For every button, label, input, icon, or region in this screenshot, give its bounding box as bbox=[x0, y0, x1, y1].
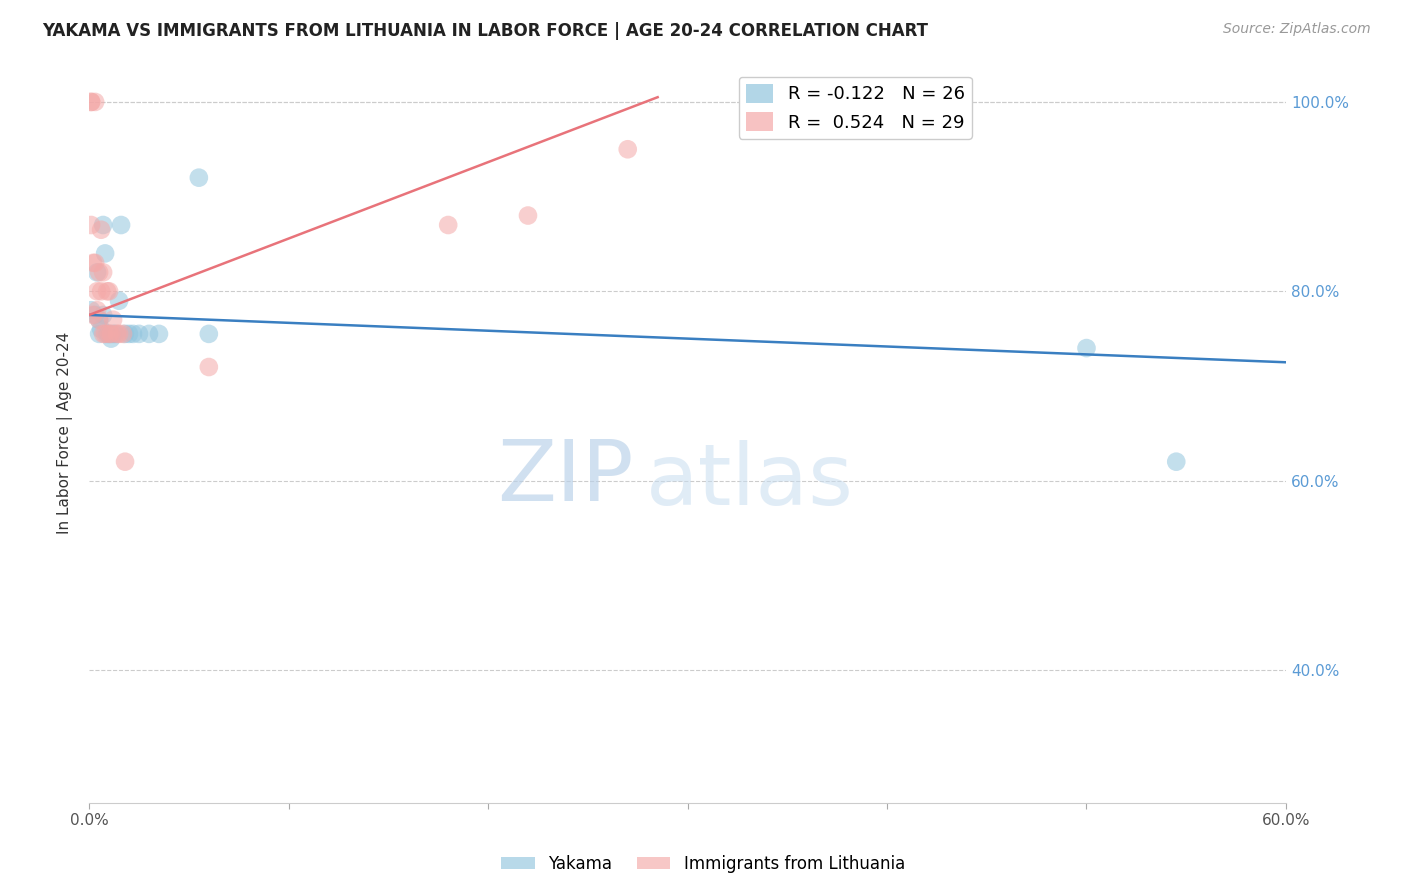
Point bbox=[101, 326, 124, 341]
Point bbox=[104, 326, 127, 341]
Point bbox=[101, 312, 124, 326]
Point bbox=[84, 308, 107, 322]
Point bbox=[84, 95, 107, 109]
Point bbox=[86, 285, 108, 299]
Point bbox=[138, 326, 160, 341]
Point bbox=[105, 326, 128, 341]
Point bbox=[108, 326, 131, 341]
Point bbox=[98, 326, 121, 341]
Text: Source: ZipAtlas.com: Source: ZipAtlas.com bbox=[1223, 22, 1371, 37]
Point bbox=[112, 326, 135, 341]
Point bbox=[90, 223, 112, 237]
Point bbox=[198, 326, 221, 341]
Point bbox=[91, 265, 114, 279]
Point bbox=[90, 322, 112, 336]
Point bbox=[82, 308, 104, 322]
Point bbox=[89, 312, 111, 326]
Point bbox=[108, 293, 131, 308]
Point bbox=[91, 218, 114, 232]
Point bbox=[437, 218, 460, 232]
Point bbox=[616, 142, 638, 156]
Text: YAKAMA VS IMMIGRANTS FROM LITHUANIA IN LABOR FORCE | AGE 20-24 CORRELATION CHART: YAKAMA VS IMMIGRANTS FROM LITHUANIA IN L… bbox=[42, 22, 928, 40]
Point bbox=[110, 218, 132, 232]
Text: atlas: atlas bbox=[645, 440, 853, 523]
Point bbox=[148, 326, 170, 341]
Point bbox=[91, 308, 114, 322]
Point bbox=[114, 326, 136, 341]
Point bbox=[80, 218, 103, 232]
Point bbox=[1076, 341, 1098, 355]
Point bbox=[94, 246, 117, 260]
Point bbox=[86, 303, 108, 318]
Point bbox=[86, 265, 108, 279]
Y-axis label: In Labor Force | Age 20-24: In Labor Force | Age 20-24 bbox=[58, 332, 73, 534]
Point bbox=[198, 359, 221, 374]
Point bbox=[80, 95, 103, 109]
Point bbox=[100, 332, 122, 346]
Point bbox=[82, 256, 104, 270]
Point bbox=[80, 303, 103, 318]
Point bbox=[100, 326, 122, 341]
Point bbox=[89, 326, 111, 341]
Point bbox=[89, 265, 111, 279]
Point bbox=[118, 326, 141, 341]
Point bbox=[1166, 455, 1188, 469]
Point bbox=[80, 95, 103, 109]
Point bbox=[94, 326, 117, 341]
Point bbox=[96, 285, 118, 299]
Point bbox=[89, 312, 111, 326]
Point bbox=[98, 326, 121, 341]
Point bbox=[98, 285, 121, 299]
Point bbox=[90, 285, 112, 299]
Point bbox=[114, 455, 136, 469]
Legend: Yakama, Immigrants from Lithuania: Yakama, Immigrants from Lithuania bbox=[495, 848, 911, 880]
Text: ZIP: ZIP bbox=[498, 436, 634, 519]
Point bbox=[128, 326, 150, 341]
Point bbox=[91, 326, 114, 341]
Point bbox=[84, 256, 107, 270]
Point bbox=[122, 326, 145, 341]
Point bbox=[96, 326, 118, 341]
Point bbox=[187, 170, 209, 185]
Point bbox=[517, 209, 540, 223]
Legend: R = -0.122   N = 26, R =  0.524   N = 29: R = -0.122 N = 26, R = 0.524 N = 29 bbox=[738, 77, 972, 139]
